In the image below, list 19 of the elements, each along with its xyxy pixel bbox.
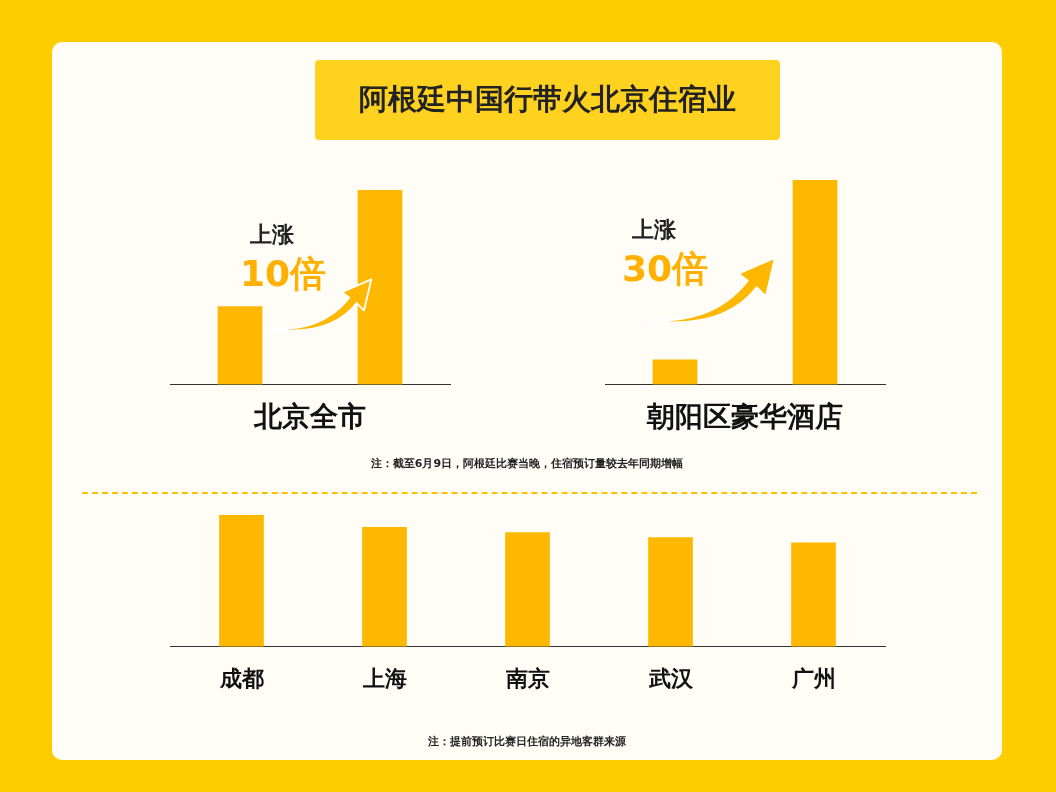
text: 阿根廷中国行带火北京住宿业 bbox=[315, 60, 780, 140]
bar bbox=[648, 537, 693, 647]
x-tick-label: 上海 bbox=[361, 665, 407, 691]
x-tick-label: 成都 bbox=[218, 665, 264, 691]
bar bbox=[791, 542, 836, 647]
text: 注：提前预订比赛日住宿的异地客群来源 bbox=[427, 734, 627, 749]
bar bbox=[219, 515, 264, 647]
text: 注：截至6月9日，阿根廷比赛当晚，住宿预订量较去年同期增幅 bbox=[369, 456, 685, 471]
x-axis-title: 朝阳区豪华酒店 bbox=[646, 400, 843, 434]
x-tick-label: 武汉 bbox=[647, 665, 694, 691]
x-tick-label: 南京 bbox=[504, 665, 550, 691]
bar bbox=[362, 527, 407, 647]
annotation: 上涨 bbox=[632, 216, 676, 244]
annotation: 10倍 bbox=[240, 252, 327, 296]
x-tick-label: 广州 bbox=[790, 665, 836, 691]
annotation: 30倍 bbox=[622, 247, 709, 291]
bar bbox=[505, 532, 550, 647]
x-axis-title: 北京全市 bbox=[253, 400, 366, 434]
annotation: 上涨 bbox=[250, 221, 294, 249]
